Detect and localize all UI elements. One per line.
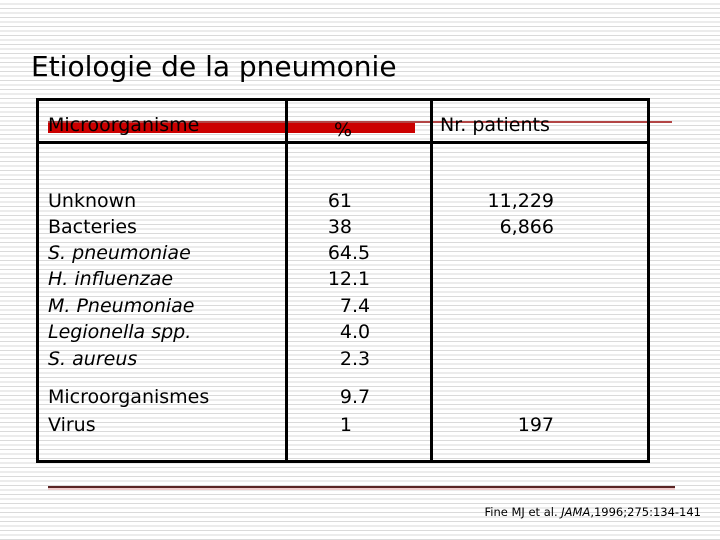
row-name-s-aureus: S. aureus [48,348,138,370]
table-header-underline [39,141,647,144]
header-percent-label: % [333,119,352,141]
row-pct-s-aureus: 2.3 [339,348,371,370]
row-name-bacteries: Bacteries [48,216,137,238]
citation: Fine MJ et al. JAMA,1996;275:134-141 [485,505,702,519]
header-percent: % [288,118,433,144]
table-divider-2 [430,101,433,460]
row-patients-unknown: 11,229 [487,190,554,212]
citation-suffix: ,1996;275:134-141 [590,505,701,519]
row-pct-m-pneumoniae: 7.4 [339,295,371,317]
table-divider-1 [285,101,288,460]
row-name-virus: Virus [48,414,96,436]
citation-prefix: Fine MJ et al. [484,505,562,519]
red-accent-line [48,121,672,123]
row-pct-microorganismes: 9.7 [339,386,371,408]
footer-line-pink [48,488,675,490]
header-microorganisme: Microorganisme [48,114,200,136]
row-pct-h-influenzae: 12.1 [327,268,371,290]
row-pct-unknown: 61 [327,190,352,212]
citation-journal: JAMA [561,505,591,519]
row-pct-s-pneumoniae: 64.5 [327,242,371,264]
table-grid: Microorganisme % Nr. patients Unknown 61… [39,101,647,460]
row-pct-bacteries: 38 [327,216,352,238]
row-pct-virus: 1 [339,414,352,436]
row-name-unknown: Unknown [48,190,137,212]
row-name-h-influenzae: H. influenzae [48,268,174,290]
row-name-microorganismes: Microorganismes [48,386,210,408]
etiology-table: Microorganisme % Nr. patients Unknown 61… [36,98,650,463]
header-nr-patients: Nr. patients [440,114,550,136]
row-name-legionella: Legionella spp. [48,321,192,343]
row-name-m-pneumoniae: M. Pneumoniae [48,295,195,317]
row-patients-bacteries: 6,866 [499,216,554,238]
row-patients-virus: 197 [517,414,554,436]
row-pct-legionella: 4.0 [339,321,371,343]
red-accent-bar [48,123,415,133]
slide-title: Etiologie de la pneumonie [31,50,397,83]
row-name-s-pneumoniae: S. pneumoniae [48,242,191,264]
footer-line-dark [48,486,675,488]
